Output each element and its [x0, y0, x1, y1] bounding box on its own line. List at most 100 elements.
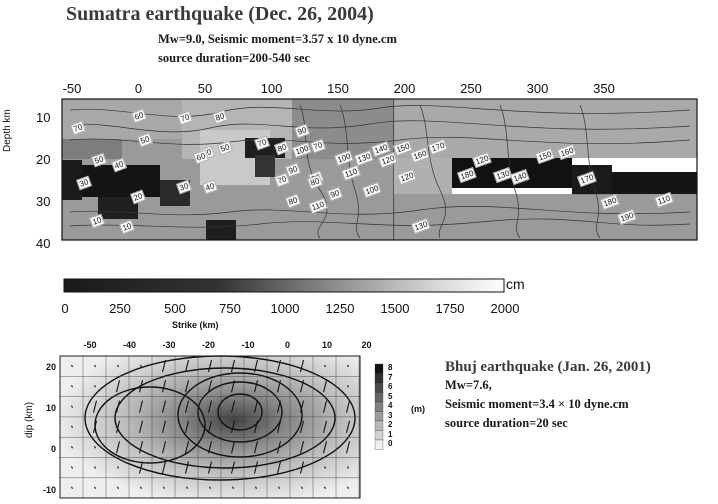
- bhuj-colorbar-tick: 6: [388, 382, 393, 391]
- sumatra-moment-line: Mw=9.0, Seismic moment=3.57 x 10 dyne.cm: [158, 32, 397, 46]
- slip-vector: [299, 420, 305, 434]
- bhuj-moment-line: Seismic moment=3.4 × 10 dyne.cm: [445, 397, 629, 411]
- colorbar-tick: 750: [219, 301, 241, 316]
- slip-vector: [71, 425, 73, 429]
- colorbar-tick: 1500: [380, 301, 410, 316]
- slip-vector: [207, 420, 213, 434]
- bhuj-contours: [84, 355, 356, 481]
- bhuj-grid: [59, 355, 360, 499]
- slip-vector: [322, 400, 328, 413]
- slip-vector: [276, 441, 282, 454]
- sumatra-x-tick: 250: [460, 81, 482, 96]
- slip-vector: [161, 441, 167, 454]
- sumatra-y-tick: 20: [36, 152, 51, 167]
- bhuj-colorbar-tick: 1: [388, 429, 393, 439]
- slip-vector: [253, 420, 259, 434]
- sumatra-y-tick: 40: [36, 236, 51, 251]
- slip-vector: [115, 380, 121, 393]
- sumatra-x-tick: 350: [593, 81, 615, 96]
- bhuj-y-tick: 20: [45, 362, 56, 372]
- bhuj-colorbar-tick: 3: [388, 410, 393, 420]
- sumatra-x-tick: 150: [327, 81, 349, 96]
- colorbar-swatch: [374, 363, 384, 374]
- slip-vector: [276, 359, 282, 373]
- slip-vector: [184, 420, 190, 434]
- slip-vector: [71, 385, 73, 388]
- slip-vector: [207, 380, 213, 393]
- slip-vector: [232, 486, 234, 490]
- sumatra-duration-line: source duration=200-540 sec: [158, 51, 311, 65]
- slip-vector: [92, 420, 98, 434]
- slip-vector: [299, 400, 305, 413]
- sumatra-colorbar: [63, 278, 505, 293]
- slip-vector: [94, 385, 96, 388]
- dark-slip-zone: [62, 160, 82, 200]
- slip-vector: [207, 461, 213, 474]
- bhuj-x-tick: -40: [122, 340, 137, 350]
- slip-vector: [138, 400, 144, 413]
- dark-slip-zone: [612, 172, 697, 194]
- slip-vector: [299, 380, 305, 393]
- bhuj-colorbar-tick: 8: [388, 363, 393, 372]
- sumatra-x-tick: 300: [526, 81, 549, 96]
- slip-vector: [117, 466, 119, 469]
- colorbar-tick: 250: [109, 301, 131, 316]
- bhuj-colorbar-tick: 5: [388, 391, 393, 401]
- bhuj-colorbar-tick: 2: [388, 420, 393, 429]
- slip-vector: [345, 420, 351, 434]
- slip-vector: [186, 486, 188, 490]
- bhuj-dip-label: dip (km): [24, 401, 35, 438]
- slip-vector: [276, 380, 282, 393]
- slip-vector: [345, 441, 351, 454]
- colorbar-tick: 2000: [490, 301, 520, 316]
- slip-vector: [255, 486, 257, 490]
- colorbar-swatch: [374, 382, 384, 393]
- sumatra-x-tick: 0: [134, 81, 143, 96]
- slip-vector: [322, 420, 328, 434]
- slip-vector: [230, 420, 236, 434]
- slip-vector: [161, 461, 167, 474]
- bhuj-colorbar: [374, 363, 384, 450]
- slip-vector: [138, 461, 144, 474]
- slip-vector: [322, 441, 328, 454]
- sumatra-map-frame: [61, 98, 698, 241]
- colorbar-tick: 500: [164, 301, 186, 316]
- slip-vector: [324, 364, 326, 368]
- bhuj-y-tick: 0: [50, 444, 56, 454]
- slip-vector: [230, 359, 236, 373]
- colorbar-tick: 1750: [435, 301, 465, 316]
- colorbar-tick: 1000: [270, 301, 300, 316]
- bhuj-mw-line: Mw=7.6,: [445, 378, 492, 392]
- slip-vector: [253, 359, 259, 373]
- slip-vector: [163, 486, 165, 490]
- slip-vector: [209, 486, 211, 490]
- slip-vector: [276, 400, 282, 413]
- colorbar-unit: cm: [506, 276, 525, 292]
- slip-vector: [184, 359, 190, 373]
- slip-vector: [207, 359, 213, 373]
- slip-vector: [115, 441, 121, 454]
- slip-vector: [230, 380, 236, 393]
- slip-vector: [253, 380, 259, 393]
- sumatra-y-tick: 10: [36, 110, 51, 125]
- slip-vector: [230, 461, 236, 474]
- dark-slip-zone: [255, 155, 275, 177]
- slip-vector: [347, 364, 349, 368]
- slip-vector: [278, 486, 280, 490]
- slip-vector: [161, 359, 167, 373]
- sumatra-contours: [69, 104, 691, 239]
- bhuj-y-tick: -10: [42, 485, 56, 495]
- sumatra-depth-label: Depth km: [2, 109, 13, 152]
- slip-vector: [71, 405, 73, 408]
- slip-vector: [117, 486, 119, 490]
- slip-vector: [230, 441, 236, 454]
- sumatra-x-tick: -50: [62, 81, 82, 96]
- slip-vector: [71, 466, 73, 469]
- slip-vector: [115, 420, 121, 434]
- slip-vector: [94, 466, 96, 469]
- bhuj-x-tick: 0: [284, 340, 291, 350]
- colorbar-swatch: [374, 392, 384, 403]
- slip-vector: [94, 486, 96, 490]
- slip-vector: [253, 441, 259, 454]
- slip-vector: [345, 400, 351, 413]
